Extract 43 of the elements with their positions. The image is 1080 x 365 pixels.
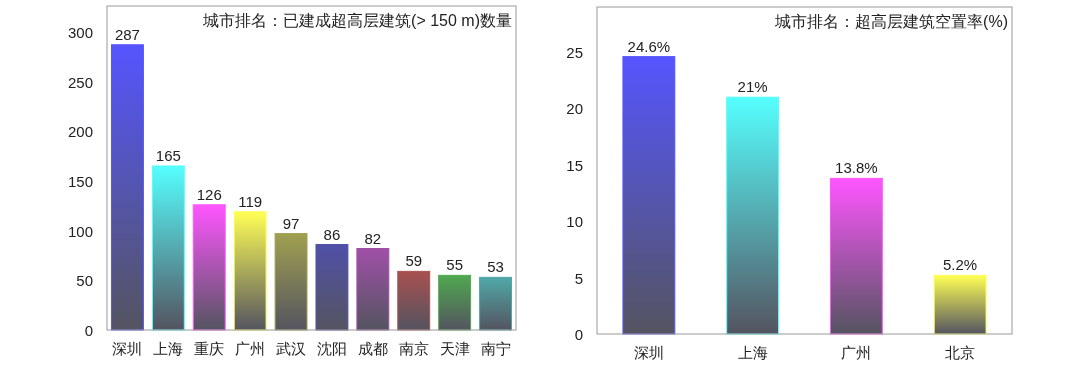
data-label: 21%	[737, 78, 768, 96]
data-label: 53	[487, 258, 504, 276]
x-tick-label: 上海	[153, 340, 184, 357]
x-tick-label: 广州	[235, 340, 266, 357]
data-label: 13.8%	[835, 159, 878, 177]
y-tick-label: 300	[67, 23, 93, 41]
x-tick-label: 南京	[398, 340, 429, 357]
y-tick-label: 250	[67, 73, 93, 91]
data-label: 119	[238, 192, 263, 210]
x-tick-label: 深圳	[112, 340, 143, 357]
data-label: 86	[323, 225, 341, 243]
y-tick-label: 5	[574, 269, 583, 287]
data-label: 24.6%	[627, 37, 671, 55]
data-label: 55	[446, 256, 463, 274]
x-tick-label: 北京	[945, 344, 976, 361]
y-tick-label: 150	[67, 172, 93, 190]
data-label: 126	[196, 185, 222, 203]
y-tick-label: 10	[566, 213, 583, 231]
x-tick-label: 重庆	[194, 340, 225, 357]
x-tick-label: 深圳	[633, 344, 664, 361]
data-label: 5.2%	[943, 256, 978, 274]
x-tick-label: 广州	[841, 344, 872, 361]
chart-title: 城市排名：已建成超高层建筑(> 150 m)数量	[202, 12, 512, 29]
x-tick-label: 上海	[737, 344, 768, 361]
y-tick-label: 50	[76, 272, 93, 290]
y-tick-label: 0	[574, 326, 583, 343]
data-label: 165	[155, 147, 181, 165]
data-label: 82	[364, 229, 382, 247]
x-tick-label: 成都	[357, 340, 388, 357]
y-tick-label: 20	[566, 100, 583, 118]
y-tick-label: 100	[67, 222, 93, 240]
data-label: 97	[282, 214, 300, 232]
data-label: 59	[405, 252, 423, 270]
x-tick-label: 南宁	[480, 340, 511, 357]
y-tick-label: 25	[566, 44, 583, 62]
x-tick-label: 天津	[439, 340, 470, 357]
y-tick-label: 15	[566, 156, 583, 174]
chart-title: 城市排名：超高层建筑空置率(%)	[774, 13, 1008, 30]
x-tick-label: 武汉	[276, 340, 307, 357]
y-tick-label: 0	[84, 322, 93, 339]
data-label: 287	[114, 25, 140, 43]
y-tick-label: 200	[67, 123, 93, 141]
x-tick-label: 沈阳	[316, 340, 347, 357]
